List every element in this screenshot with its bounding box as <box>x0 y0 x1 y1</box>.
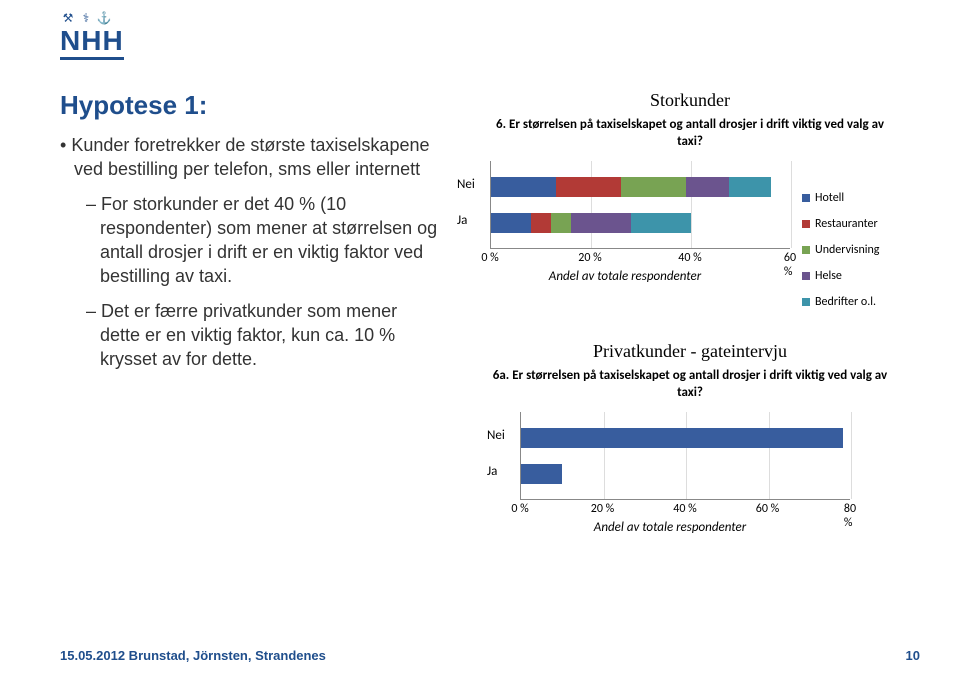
slide-footer: 15.05.2012 Brunstad, Jörnsten, Strandene… <box>60 648 920 663</box>
text-column: Hypotese 1: Kunder foretrekker de størst… <box>60 90 460 535</box>
slide-heading: Hypotese 1: <box>60 90 440 121</box>
chart-privatkunder: Privatkunder - gateintervju 6a. Er størr… <box>460 341 920 535</box>
charts-column: Storkunder 6. Er størrelsen på taxiselsk… <box>460 90 920 535</box>
chart1-subtitle: 6. Er størrelsen på taxiselskapet og ant… <box>460 117 920 151</box>
hammer-icon: ⚒ <box>60 10 76 26</box>
legend-item: Undervisning <box>802 243 879 257</box>
logo-icon-row: ⚒ ⚕ ⚓ <box>60 10 112 26</box>
bullet-sub-2: Det er færre privatkunder som mener dett… <box>100 299 440 372</box>
legend-item: Helse <box>802 269 879 283</box>
chart1-xtick: 40 % <box>678 251 701 265</box>
chart2-xaxis: 0 %20 %40 %60 %80 % <box>520 500 850 516</box>
chart2-xtick: 60 % <box>756 502 779 516</box>
chart2-xtick: 0 % <box>511 502 528 516</box>
chart2-bar-nei <box>521 428 843 448</box>
chart2-title: Privatkunder - gateintervju <box>460 341 920 362</box>
chart1-bar-ja <box>491 213 691 233</box>
footer-page: 10 <box>906 648 920 663</box>
caduceus-icon: ⚕ <box>78 10 94 26</box>
chart1-title: Storkunder <box>460 90 920 111</box>
chart1-plot: NeiJa <box>490 161 790 249</box>
bullet-main: Kunder foretrekker de største taxiselska… <box>74 133 440 182</box>
chart1-xtick: 20 % <box>578 251 601 265</box>
chart2-subtitle: 6a. Er størrelsen på taxiselskapet og an… <box>460 368 920 402</box>
legend-item: Bedrifter o.l. <box>802 295 879 309</box>
chart1-xtick: 0 % <box>481 251 498 265</box>
chart1-legend: Hotell Restauranter Undervisning Helse Bedri… <box>802 191 879 321</box>
chart2-plot: NeiJa <box>520 412 850 500</box>
chart2-xtick: 80 % <box>844 502 856 530</box>
chart1-ylabel-nei: Nei <box>457 177 475 192</box>
chart2-bar-ja <box>521 464 562 484</box>
chart1-xaxis: 0 %20 %40 %60 % <box>490 249 790 265</box>
legend-item: Restauranter <box>802 217 879 231</box>
chart2-xtick: 40 % <box>673 502 696 516</box>
chart-storkunder: Storkunder 6. Er størrelsen på taxiselsk… <box>460 90 920 321</box>
nhh-logo: ⚒ ⚕ ⚓ NHH <box>60 10 124 60</box>
logo-text: NHH <box>60 27 124 60</box>
anchor-icon: ⚓ <box>96 10 112 26</box>
chart1-xtick: 60 % <box>784 251 796 279</box>
footer-left: 15.05.2012 Brunstad, Jörnsten, Strandene… <box>60 648 326 663</box>
chart2-xtick: 20 % <box>591 502 614 516</box>
bullet-sub-1: For storkunder er det 40 % (10 responden… <box>100 192 440 289</box>
chart2-xlabel: Andel av totale respondenter <box>490 520 850 535</box>
chart2-ylabel-ja: Ja <box>487 464 497 479</box>
legend-item: Hotell <box>802 191 879 205</box>
chart2-ylabel-nei: Nei <box>487 428 505 443</box>
chart1-ylabel-ja: Ja <box>457 213 467 228</box>
chart1-xlabel: Andel av totale respondenter <box>460 269 790 284</box>
chart1-bar-nei <box>491 177 771 197</box>
